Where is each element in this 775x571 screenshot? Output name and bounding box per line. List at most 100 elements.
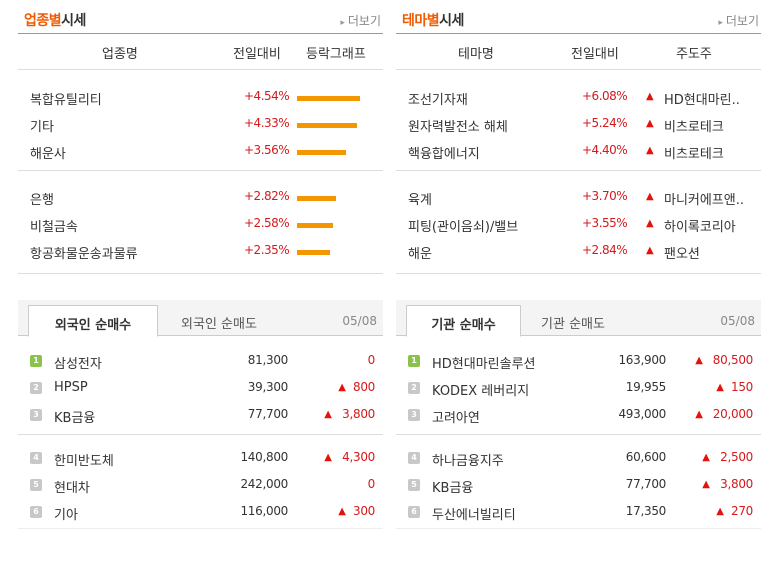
stock-row[interactable]: 2 KODEX 레버리지 19,955 150 ▲ [396,375,761,402]
industry-more-link[interactable]: ▸ 더보기 [340,14,381,28]
industry-row[interactable]: 해운사 +3.56% [18,138,383,171]
stock-row[interactable]: 4 한미반도체 140,800 4,300 ▲ [18,445,383,472]
triangle-up-icon: ▲ [646,91,654,102]
stock-name[interactable]: 기아 [54,508,78,523]
change-pct: +6.08% [582,89,628,103]
leader-stock[interactable]: 비츠로테크 [664,147,724,162]
rank-badge: 5 [30,479,42,491]
theme-name[interactable]: 육계 [408,193,432,208]
stock-name[interactable]: KB금융 [54,411,96,426]
theme-row[interactable]: 원자력발전소 해체 +5.24% ▲ 비츠로테크 [396,111,761,138]
theme-row[interactable]: 육계 +3.70% ▲ 마니커에프앤.. [396,184,761,211]
theme-row[interactable]: 핵융합에너지 +4.40% ▲ 비츠로테크 [396,138,761,171]
theme-name[interactable]: 조선기자재 [408,93,468,108]
stock-name[interactable]: 두산에너빌리티 [432,508,516,523]
change-bar [297,123,357,128]
stock-name[interactable]: HD현대마린솔루션 [432,357,536,372]
stock-change: 0 [367,353,376,367]
stock-name[interactable]: 고려아연 [432,411,480,426]
theme-name[interactable]: 해운 [408,247,432,262]
tab-institution-buy[interactable]: 기관 순매수 [406,305,521,337]
theme-row[interactable]: 해운 +2.84% ▲ 팬오션 [396,238,761,274]
triangle-up-icon: ▲ [702,452,710,463]
theme-more-link[interactable]: ▸ 더보기 [718,14,759,28]
stock-change: 270 [730,504,753,518]
leader-stock[interactable]: 팬오션 [664,247,700,262]
stock-row[interactable]: 3 고려아연 493,000 20,000 ▲ [396,402,761,435]
stock-name[interactable]: KODEX 레버리지 [432,384,530,399]
stock-name[interactable]: KB금융 [432,481,474,496]
stock-name[interactable]: 현대차 [54,481,90,496]
institution-panel: 기관 순매수 기관 순매도 05/08 1 HD현대마린솔루션 163,900 80,… [396,300,761,529]
stock-row[interactable]: 1 HD현대마린솔루션 163,900 80,500 ▲ [396,348,761,375]
theme-name[interactable]: 원자력발전소 해체 [408,120,508,135]
leader-stock[interactable]: 비츠로테크 [664,120,724,135]
leader-stock[interactable]: 마니커에프앤.. [664,193,745,208]
chevron-right-icon: ▸ [718,18,723,28]
stock-name[interactable]: 삼성전자 [54,357,102,372]
theme-name[interactable]: 피팅(관이음쇠)/밸브 [408,220,519,235]
industry-row[interactable]: 항공화물운송과물류 +2.35% [18,238,383,274]
col-leader: 주도주 [676,47,712,62]
change-pct: +3.56% [244,143,290,157]
stock-name[interactable]: 하나금융지주 [432,454,504,469]
triangle-up-icon: ▲ [646,118,654,129]
leader-stock[interactable]: HD현대마린.. [664,93,740,108]
foreign-tabs: 외국인 순매수 외국인 순매도 05/08 [18,300,383,337]
industry-row[interactable]: 은행 +2.82% [18,184,383,211]
stock-row[interactable]: 3 KB금융 77,700 3,800 ▲ [18,402,383,435]
industry-name[interactable]: 비철금속 [30,220,78,235]
rank-badge: 4 [30,452,42,464]
stock-name[interactable]: HPSP [54,380,88,395]
stock-row[interactable]: 5 현대차 242,000 0 [18,472,383,499]
industry-table-header: 업종명 전일대비 등락그래프 [18,34,383,70]
foreign-date: 05/08 [342,314,377,328]
theme-name[interactable]: 핵융합에너지 [408,147,480,162]
industry-name[interactable]: 복합유틸리티 [30,93,102,108]
col-change: 전일대비 [233,47,281,62]
industry-name[interactable]: 기타 [30,120,54,135]
industry-row[interactable]: 기타 +4.33% [18,111,383,138]
theme-row[interactable]: 피팅(관이음쇠)/밸브 +3.55% ▲ 하이록코리아 [396,211,761,238]
triangle-up-icon: ▲ [324,452,332,463]
stock-row[interactable]: 5 KB금융 77,700 3,800 ▲ [396,472,761,499]
change-bar [297,223,333,228]
stock-row[interactable]: 1 삼성전자 81,300 0 [18,348,383,375]
change-pct: +2.84% [582,243,628,257]
stock-name[interactable]: 한미반도체 [54,454,114,469]
stock-price: 39,300 [247,380,289,394]
stock-price: 60,600 [625,450,667,464]
stock-row[interactable]: 6 기아 116,000 300 ▲ [18,499,383,529]
foreign-panel: 외국인 순매수 외국인 순매도 05/08 1 삼성전자 81,300 0 2 HPSP 3… [18,300,383,529]
stock-row[interactable]: 4 하나금융지주 60,600 2,500 ▲ [396,445,761,472]
industry-name[interactable]: 은행 [30,193,54,208]
institution-tabs: 기관 순매수 기관 순매도 05/08 [396,300,761,337]
theme-table-header: 테마명 전일대비 주도주 [396,34,761,70]
stock-row[interactable]: 6 두산에너빌리티 17,350 270 ▲ [396,499,761,529]
triangle-up-icon: ▲ [646,245,654,256]
stock-row[interactable]: 2 HPSP 39,300 800 ▲ [18,375,383,402]
industry-name[interactable]: 해운사 [30,147,66,162]
rank-badge: 2 [408,382,420,394]
industry-name[interactable]: 항공화물운송과물류 [30,247,138,262]
tab-institution-sell[interactable]: 기관 순매도 [541,317,605,332]
rank-badge: 5 [408,479,420,491]
leader-stock[interactable]: 하이록코리아 [664,220,736,235]
stock-price: 493,000 [618,407,666,421]
stock-price: 116,000 [240,504,288,518]
col-theme-name: 테마명 [458,47,494,62]
tab-foreign-buy[interactable]: 외국인 순매수 [28,305,158,337]
stock-price: 242,000 [240,477,288,491]
institution-rows: 1 HD현대마린솔루션 163,900 80,500 ▲ 2 KODEX 레버리지 19,95… [396,336,761,529]
rank-badge: 4 [408,452,420,464]
stock-price: 77,700 [247,407,289,421]
stock-price: 81,300 [247,353,289,367]
stock-price: 163,900 [618,353,666,367]
tab-foreign-sell[interactable]: 외국인 순매도 [181,317,257,332]
triangle-up-icon: ▲ [702,479,710,490]
triangle-up-icon: ▲ [646,145,654,156]
change-pct: +2.35% [244,243,290,257]
industry-row[interactable]: 복합유틸리티 +4.54% [18,84,383,111]
theme-row[interactable]: 조선기자재 +6.08% ▲ HD현대마린.. [396,84,761,111]
industry-row[interactable]: 비철금속 +2.58% [18,211,383,238]
